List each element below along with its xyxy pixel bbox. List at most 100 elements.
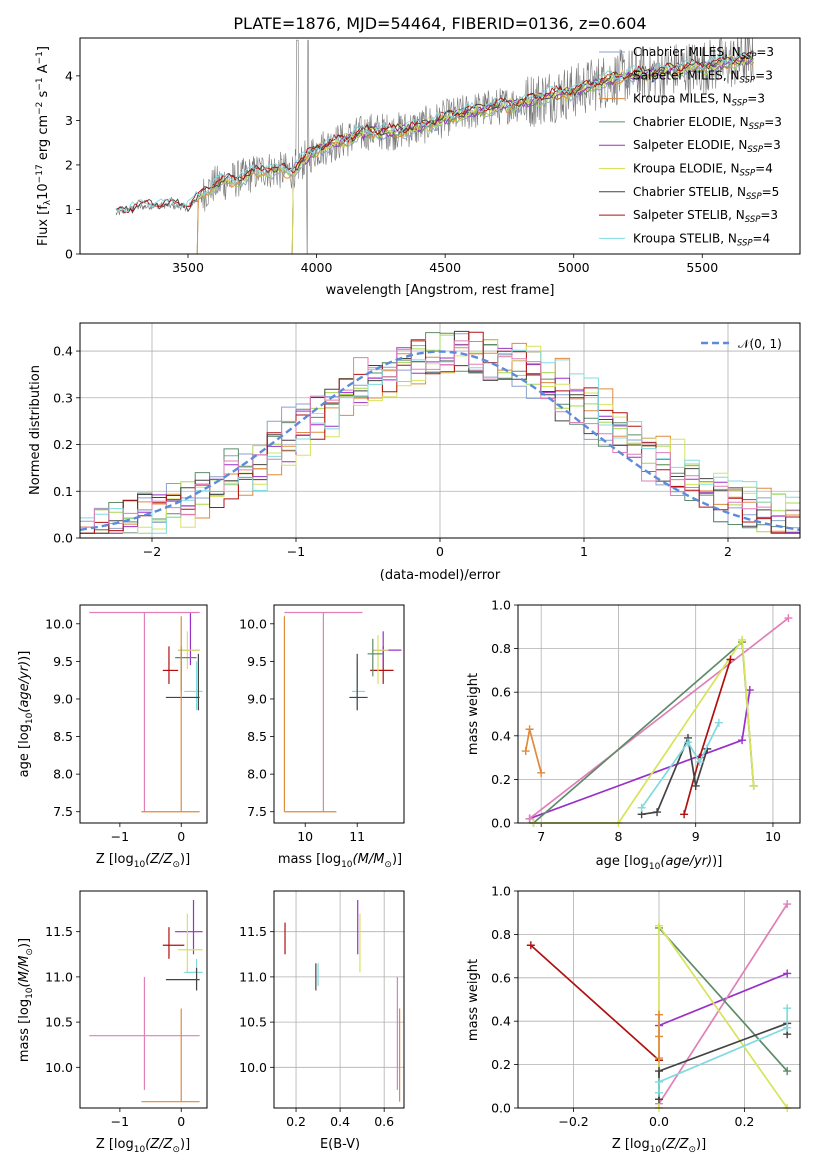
- x-tick-label: 2: [724, 544, 732, 559]
- legend-entry: Salpeter STELIB, NSSP=3: [633, 208, 778, 225]
- y-tick-label: 10.0: [239, 616, 267, 631]
- histogram-chabrier_miles: [80, 333, 800, 533]
- mass_vs_ebv-axes: 0.2 0.4 0.6 10.0 10.5 11.0 11.5: [239, 891, 404, 1129]
- legend-label: Salpeter ELODIE, N: [633, 138, 747, 152]
- y-label-sub: ⊙: [25, 948, 35, 956]
- age_vs_mass-axes: 10 11 7.5 8.0 8.5 9.0 9.5 10.0: [239, 616, 365, 844]
- y-tick-label: 0.6: [491, 685, 511, 700]
- y-tick-label: 11.0: [45, 969, 73, 984]
- x-axis-label-part: )]: [180, 852, 190, 867]
- y-tick-label: 0.0: [491, 1101, 511, 1116]
- x-tick-label: 11: [349, 829, 365, 844]
- y-tick-label: 11.5: [239, 924, 267, 939]
- weight-marker: [738, 736, 747, 745]
- age_vs_mass-points: [283, 611, 402, 813]
- x-tick-label: 0.6: [374, 1114, 394, 1129]
- legend-label: Kroupa MILES, N: [633, 92, 732, 106]
- y-label-part: −1: [35, 77, 45, 90]
- model-salpeter_miles: [196, 56, 755, 254]
- legend-sub: SSP: [745, 215, 761, 225]
- x-tick-label: 0.2: [286, 1114, 306, 1129]
- weight_vs_z-frame: [517, 890, 801, 1109]
- weight-marker: [783, 969, 792, 978]
- weight-marker: [525, 814, 534, 823]
- weight-marker: [726, 655, 735, 664]
- x-axis-label-sub: ⊙: [384, 860, 392, 870]
- y-label-part: A: [36, 64, 51, 77]
- x-tick-label: 0: [177, 829, 185, 844]
- y-label-part: mass [log: [17, 999, 32, 1062]
- y-tick-label: 0.0: [491, 816, 511, 831]
- y-tick-label: 8.5: [247, 729, 267, 744]
- weight-line: [658, 1022, 789, 1100]
- residuals-frame: [79, 322, 801, 539]
- legend-label: Chabrier STELIB, N: [633, 185, 746, 199]
- y-label-part: (M/M: [17, 956, 32, 988]
- histograms: [79, 330, 801, 534]
- weight-line: [658, 903, 788, 1105]
- mass_vs_z-points: [89, 900, 203, 1103]
- weight-marker: [695, 757, 704, 766]
- x-axis-label-part: mass [log: [278, 852, 341, 867]
- y-tick-label: 0.0: [53, 531, 73, 546]
- y-tick-label: 1: [65, 202, 73, 217]
- legend-entry: Kroupa STELIB, NSSP=4: [633, 231, 770, 248]
- x-axis-label: Z [log10(Z/Z⊙)]: [96, 852, 190, 870]
- y-label-part: 10: [36, 183, 51, 200]
- weight-marker: [714, 718, 723, 727]
- weight-marker: [655, 1010, 663, 1019]
- y-tick-label: 10.0: [239, 1060, 267, 1075]
- y-label-sub: 10: [25, 712, 35, 724]
- x-axis-label-sub: ⊙: [172, 1145, 180, 1155]
- x-tick-label: 8: [614, 829, 622, 844]
- weight-marker: [738, 635, 747, 644]
- y-tick-label: 1.0: [491, 598, 511, 613]
- spectrum-title: PLATE=1876, MJD=54464, FIBERID=0136, z=0…: [233, 14, 646, 33]
- weight-line: [532, 640, 755, 824]
- y-tick-label: 10.5: [239, 1015, 267, 1030]
- y-tick-label: 0.2: [53, 437, 73, 452]
- legend-suffix: =3: [760, 208, 778, 222]
- legend-label: Salpeter MILES, N: [633, 68, 740, 82]
- x-axis-label-part: (Z/Z: [145, 1137, 173, 1152]
- y-tick-label: 10.0: [45, 1060, 73, 1075]
- y-tick-label: 9.5: [53, 654, 73, 669]
- x-axis-label-sub: ⊙: [688, 1145, 696, 1155]
- legend-entry: Chabrier MILES, NSSP=3: [633, 45, 774, 62]
- x-label-part: )]: [712, 854, 722, 869]
- y-tick-label: 11.0: [239, 969, 267, 984]
- y-tick-label: 11.5: [45, 924, 73, 939]
- age_vs_z-frame: [79, 604, 208, 824]
- weight-marker: [745, 686, 754, 695]
- legend-entry: Chabrier ELODIE, NSSP=3: [633, 115, 782, 132]
- weight-marker: [691, 781, 700, 790]
- weight-line: [530, 944, 660, 1100]
- y-label-part: (age/yr): [17, 661, 32, 713]
- y-tick-label: 7.5: [53, 804, 73, 819]
- x-tick-label: −1: [111, 1114, 129, 1129]
- legend-sub: SSP: [747, 145, 763, 155]
- x-axis-label: age [log10(age/yr))]: [596, 854, 723, 872]
- weight-marker: [783, 900, 792, 909]
- spectrum-y-axis-label: Flux [fλ10−17 erg cm−2 s−1 A−1]: [35, 46, 53, 246]
- weight-marker: [526, 941, 535, 950]
- x-axis-label: mass [log10(M/M⊙)]: [278, 852, 402, 870]
- x-axis-label-sub: 10: [134, 860, 146, 870]
- spectrum-lines: [115, 38, 755, 254]
- legend-suffix: =3: [763, 138, 781, 152]
- legend-suffix: =3: [764, 115, 782, 129]
- x-label-sub: 10: [649, 862, 661, 872]
- weight-marker: [537, 768, 546, 777]
- y-label-part: s: [36, 90, 51, 101]
- y-tick-label: 0.4: [491, 1014, 511, 1029]
- x-tick-label: 0.2: [735, 1114, 755, 1129]
- y-tick-label: 3: [65, 113, 73, 128]
- x-tick-label: −1: [287, 544, 305, 559]
- weight-marker: [637, 803, 646, 812]
- x-axis-label-part: )]: [696, 1137, 706, 1152]
- weight_vs_age-series: [521, 614, 793, 827]
- histogram-chabrier_elodie: [80, 332, 800, 534]
- legend-label: Chabrier ELODIE, N: [633, 115, 749, 129]
- y-tick-label: 9.0: [53, 691, 73, 706]
- x-axis-label-part: Z [log: [612, 1137, 650, 1152]
